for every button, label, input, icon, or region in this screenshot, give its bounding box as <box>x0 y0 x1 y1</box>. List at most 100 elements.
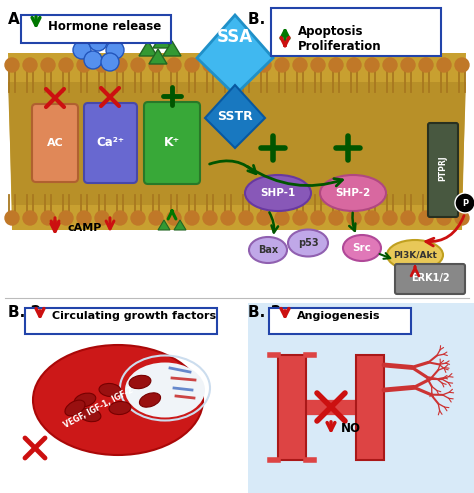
FancyBboxPatch shape <box>144 102 200 184</box>
Circle shape <box>113 58 127 72</box>
Circle shape <box>365 211 379 225</box>
Circle shape <box>275 211 289 225</box>
Circle shape <box>257 58 271 72</box>
Ellipse shape <box>387 240 443 270</box>
Text: AC: AC <box>46 138 64 148</box>
FancyBboxPatch shape <box>25 308 217 334</box>
Circle shape <box>257 211 271 225</box>
Text: P: P <box>462 199 468 208</box>
FancyBboxPatch shape <box>278 355 306 460</box>
FancyBboxPatch shape <box>21 15 171 43</box>
Text: B. 1: B. 1 <box>248 12 281 27</box>
Circle shape <box>41 211 55 225</box>
Ellipse shape <box>139 393 161 407</box>
Circle shape <box>131 58 145 72</box>
Ellipse shape <box>245 175 311 211</box>
Circle shape <box>185 211 199 225</box>
Polygon shape <box>139 41 157 56</box>
FancyBboxPatch shape <box>271 8 441 56</box>
Circle shape <box>23 58 37 72</box>
Circle shape <box>203 58 217 72</box>
Circle shape <box>131 211 145 225</box>
Polygon shape <box>205 85 265 148</box>
Text: PI3K/Akt: PI3K/Akt <box>393 250 437 259</box>
Text: SSTR: SSTR <box>217 110 253 123</box>
FancyBboxPatch shape <box>248 303 474 493</box>
Circle shape <box>437 58 451 72</box>
Polygon shape <box>158 220 170 230</box>
Text: Src: Src <box>353 243 372 253</box>
Ellipse shape <box>33 345 203 455</box>
Circle shape <box>101 53 119 71</box>
Ellipse shape <box>249 237 287 263</box>
Circle shape <box>203 211 217 225</box>
Text: Proliferation: Proliferation <box>298 39 382 52</box>
Text: SHP-2: SHP-2 <box>336 188 371 198</box>
Circle shape <box>5 211 19 225</box>
Ellipse shape <box>125 362 205 418</box>
Circle shape <box>275 58 289 72</box>
Text: ERK1/2: ERK1/2 <box>410 273 449 283</box>
Text: p53: p53 <box>298 238 319 248</box>
Polygon shape <box>174 220 186 230</box>
Text: Angiogenesis: Angiogenesis <box>297 311 381 321</box>
Circle shape <box>167 211 181 225</box>
Circle shape <box>95 211 109 225</box>
Ellipse shape <box>65 400 85 416</box>
Polygon shape <box>8 82 466 205</box>
Text: A: A <box>8 12 20 27</box>
Circle shape <box>77 58 91 72</box>
Circle shape <box>365 58 379 72</box>
Circle shape <box>89 33 107 51</box>
Polygon shape <box>8 53 466 230</box>
Text: B. 3: B. 3 <box>248 305 281 320</box>
Circle shape <box>401 211 415 225</box>
Circle shape <box>419 58 433 72</box>
Circle shape <box>106 41 124 59</box>
Circle shape <box>221 58 235 72</box>
Ellipse shape <box>343 235 381 261</box>
Circle shape <box>329 58 343 72</box>
Text: PTPRJ: PTPRJ <box>438 155 447 181</box>
Circle shape <box>5 58 19 72</box>
Circle shape <box>167 58 181 72</box>
Circle shape <box>293 58 307 72</box>
Circle shape <box>455 58 469 72</box>
Circle shape <box>437 211 451 225</box>
Text: NO: NO <box>341 422 361 434</box>
Text: Hormone release: Hormone release <box>48 21 161 34</box>
Circle shape <box>59 58 73 72</box>
Ellipse shape <box>288 230 328 256</box>
Circle shape <box>383 58 397 72</box>
Circle shape <box>293 211 307 225</box>
Circle shape <box>185 58 199 72</box>
Text: SHP-1: SHP-1 <box>260 188 296 198</box>
Text: SSA: SSA <box>217 28 253 45</box>
Text: Ca²⁺: Ca²⁺ <box>96 137 124 149</box>
Circle shape <box>149 211 163 225</box>
Polygon shape <box>153 33 171 48</box>
Ellipse shape <box>129 375 151 388</box>
Polygon shape <box>197 15 273 95</box>
Circle shape <box>347 58 361 72</box>
Circle shape <box>311 211 325 225</box>
FancyBboxPatch shape <box>269 308 411 334</box>
FancyBboxPatch shape <box>84 103 137 183</box>
Circle shape <box>221 211 235 225</box>
Text: K⁺: K⁺ <box>164 137 180 149</box>
FancyBboxPatch shape <box>356 355 384 460</box>
Text: B. 2: B. 2 <box>8 305 41 320</box>
Circle shape <box>113 211 127 225</box>
Circle shape <box>311 58 325 72</box>
Ellipse shape <box>74 393 96 407</box>
Ellipse shape <box>79 408 101 422</box>
Circle shape <box>59 211 73 225</box>
Circle shape <box>383 211 397 225</box>
Ellipse shape <box>99 384 121 396</box>
Text: Circulating growth factors: Circulating growth factors <box>52 311 216 321</box>
Text: cAMP: cAMP <box>68 223 102 233</box>
Circle shape <box>84 51 102 69</box>
Text: Bax: Bax <box>258 245 278 255</box>
Circle shape <box>149 58 163 72</box>
Circle shape <box>239 211 253 225</box>
